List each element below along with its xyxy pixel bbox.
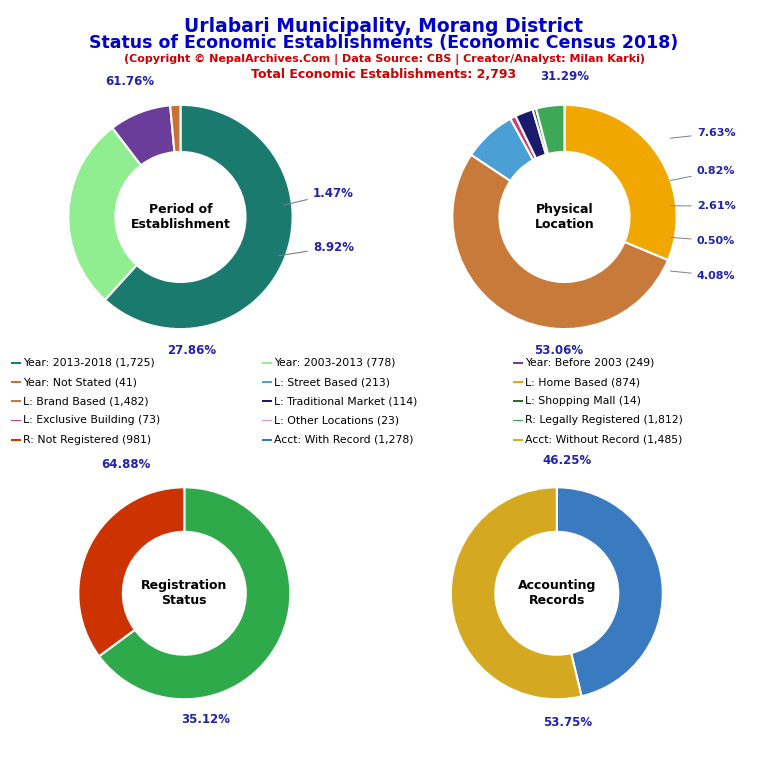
Text: 53.75%: 53.75% xyxy=(543,716,592,729)
Wedge shape xyxy=(170,104,180,152)
Wedge shape xyxy=(557,488,663,697)
Bar xyxy=(12,362,21,364)
Bar xyxy=(263,439,272,441)
Bar xyxy=(513,439,523,441)
Text: L: Home Based (874): L: Home Based (874) xyxy=(525,377,640,387)
Text: L: Brand Based (1,482): L: Brand Based (1,482) xyxy=(23,396,148,406)
Bar xyxy=(263,362,272,364)
Text: R: Not Registered (981): R: Not Registered (981) xyxy=(23,435,151,445)
Wedge shape xyxy=(78,488,184,656)
Text: Acct: Without Record (1,485): Acct: Without Record (1,485) xyxy=(525,435,682,445)
Bar xyxy=(263,381,272,383)
Text: (Copyright © NepalArchives.Com | Data Source: CBS | Creator/Analyst: Milan Karki: (Copyright © NepalArchives.Com | Data So… xyxy=(124,54,644,65)
Text: Year: Not Stated (41): Year: Not Stated (41) xyxy=(23,377,137,387)
Text: 61.76%: 61.76% xyxy=(105,74,154,88)
Text: 1.47%: 1.47% xyxy=(284,187,354,205)
Text: Total Economic Establishments: 2,793: Total Economic Establishments: 2,793 xyxy=(251,68,517,81)
Bar xyxy=(12,381,21,383)
Text: Accounting
Records: Accounting Records xyxy=(518,579,596,607)
Text: Status of Economic Establishments (Economic Census 2018): Status of Economic Establishments (Econo… xyxy=(89,34,679,51)
Wedge shape xyxy=(99,488,290,699)
Bar xyxy=(513,400,523,402)
Text: 46.25%: 46.25% xyxy=(543,454,592,467)
Wedge shape xyxy=(452,155,668,329)
Wedge shape xyxy=(112,105,174,165)
Bar xyxy=(263,419,272,422)
Text: Year: 2013-2018 (1,725): Year: 2013-2018 (1,725) xyxy=(23,358,154,368)
Text: L: Other Locations (23): L: Other Locations (23) xyxy=(274,415,399,425)
Text: 53.06%: 53.06% xyxy=(535,344,584,357)
Text: R: Legally Registered (1,812): R: Legally Registered (1,812) xyxy=(525,415,683,425)
Text: 27.86%: 27.86% xyxy=(167,344,217,357)
Text: 2.61%: 2.61% xyxy=(670,201,736,211)
Text: Physical
Location: Physical Location xyxy=(535,203,594,231)
Bar xyxy=(513,419,523,422)
Bar xyxy=(12,400,21,402)
Text: 7.63%: 7.63% xyxy=(670,128,736,138)
Wedge shape xyxy=(451,488,581,699)
Wedge shape xyxy=(564,105,677,260)
Bar xyxy=(513,362,523,364)
Bar xyxy=(12,419,21,422)
Text: 31.29%: 31.29% xyxy=(540,70,589,83)
Text: Acct: With Record (1,278): Acct: With Record (1,278) xyxy=(274,435,413,445)
Text: 35.12%: 35.12% xyxy=(181,713,230,726)
Text: 4.08%: 4.08% xyxy=(670,270,736,280)
Wedge shape xyxy=(515,110,546,158)
Text: 64.88%: 64.88% xyxy=(101,458,151,472)
Wedge shape xyxy=(105,105,293,329)
Text: Period of
Establishment: Period of Establishment xyxy=(131,203,230,231)
Wedge shape xyxy=(511,116,536,160)
Wedge shape xyxy=(536,104,564,154)
Text: L: Traditional Market (114): L: Traditional Market (114) xyxy=(274,396,417,406)
Text: Year: 2003-2013 (778): Year: 2003-2013 (778) xyxy=(274,358,396,368)
Text: Urlabari Municipality, Morang District: Urlabari Municipality, Morang District xyxy=(184,17,584,36)
Text: 0.82%: 0.82% xyxy=(670,167,735,180)
Bar xyxy=(263,400,272,402)
Wedge shape xyxy=(68,128,141,300)
Text: L: Exclusive Building (73): L: Exclusive Building (73) xyxy=(23,415,161,425)
Text: L: Shopping Mall (14): L: Shopping Mall (14) xyxy=(525,396,641,406)
Bar xyxy=(12,439,21,441)
Text: L: Street Based (213): L: Street Based (213) xyxy=(274,377,390,387)
Wedge shape xyxy=(472,119,533,181)
Text: 0.50%: 0.50% xyxy=(670,236,735,246)
Text: Year: Before 2003 (249): Year: Before 2003 (249) xyxy=(525,358,654,368)
Bar xyxy=(513,381,523,383)
Text: 8.92%: 8.92% xyxy=(279,240,354,256)
Text: Registration
Status: Registration Status xyxy=(141,579,227,607)
Wedge shape xyxy=(533,108,548,154)
